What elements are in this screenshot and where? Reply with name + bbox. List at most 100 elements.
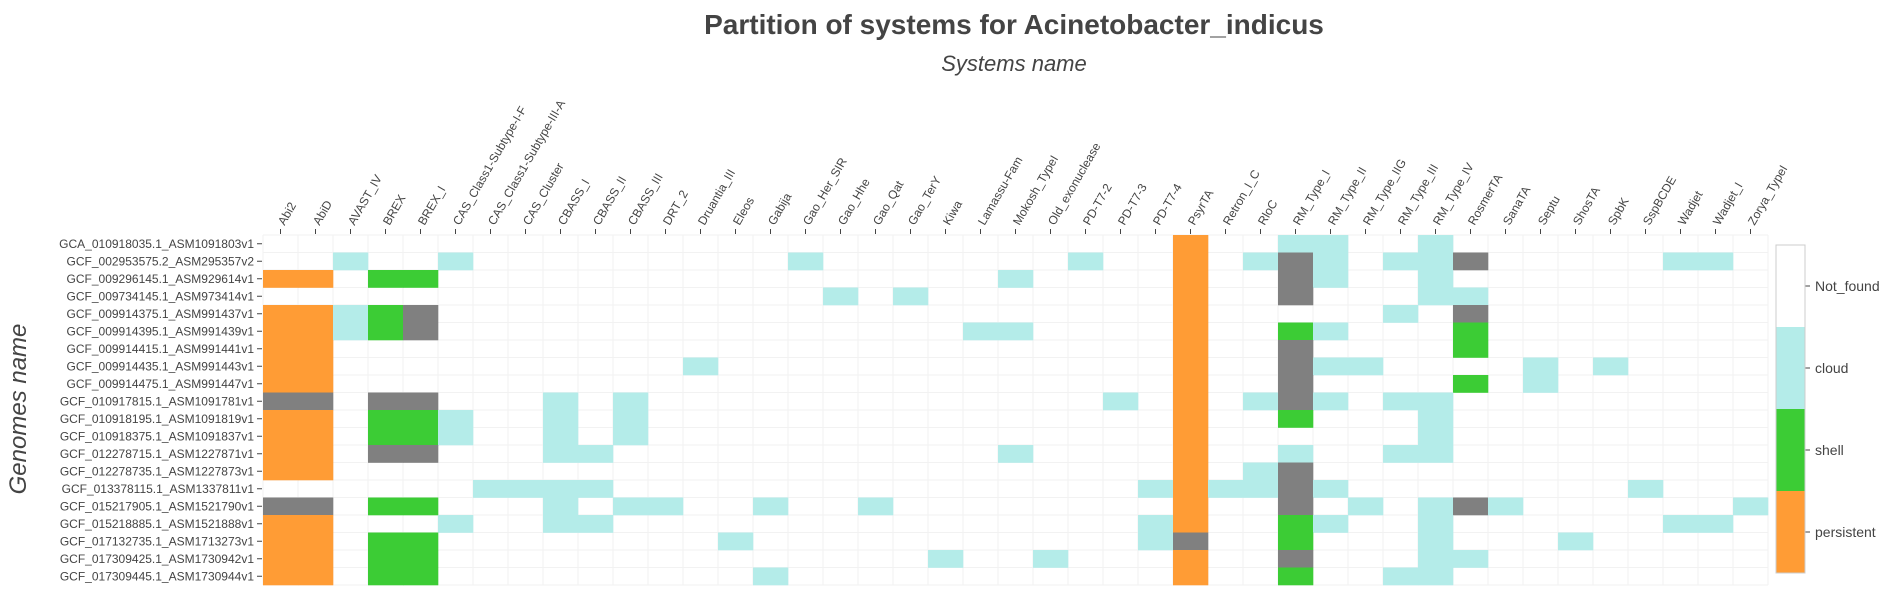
heatmap-cell <box>1173 532 1209 551</box>
heatmap-cell <box>1558 532 1594 551</box>
heatmap-cell <box>1418 287 1454 306</box>
heatmap-cell <box>1173 305 1209 323</box>
x-tick-label: AVAST_IV <box>345 172 385 227</box>
x-tick-label: AbiD <box>310 198 335 228</box>
y-tick-label: GCF_013378115.1_ASM1337811v1 <box>62 482 255 496</box>
heatmap-cell <box>543 515 579 533</box>
heatmap-cell <box>403 550 439 568</box>
heatmap-cell <box>1243 392 1279 411</box>
heatmap-cell <box>1173 287 1209 306</box>
heatmap-cell <box>858 497 894 516</box>
heatmap-cell <box>1278 322 1314 341</box>
x-tick-label: Gao_TerY <box>905 174 944 228</box>
heatmap-cell <box>263 515 299 533</box>
heatmap-cell <box>403 305 439 323</box>
heatmap-cell <box>368 270 404 288</box>
y-tick-label: GCF_009914475.1_ASM991447v1 <box>67 377 255 391</box>
heatmap-cell <box>1313 252 1349 271</box>
heatmap-cell <box>263 357 299 376</box>
heatmap-cell <box>298 357 334 376</box>
heatmap-cell <box>1453 497 1489 516</box>
heatmap-cell <box>1173 357 1209 376</box>
legend-label: shell <box>1815 442 1844 458</box>
y-tick-label: GCF_009914375.1_ASM991437v1 <box>67 307 255 321</box>
heatmap-cell <box>753 567 789 586</box>
heatmap-cell <box>1173 427 1209 446</box>
heatmap-cell <box>1278 445 1314 463</box>
legend-swatch <box>1776 491 1805 573</box>
heatmap-cell <box>1418 550 1454 568</box>
heatmap-cell <box>1138 480 1174 498</box>
heatmap-cell <box>1418 445 1454 463</box>
y-tick-label: GCF_012278715.1_ASM1227871v1 <box>60 447 254 461</box>
x-tick-label: PsyrTA <box>1185 187 1216 227</box>
x-tick-label: CBASS_II <box>590 174 629 228</box>
heatmap-cell <box>1418 567 1454 586</box>
chart-subtitle: Systems name <box>941 51 1087 76</box>
heatmap-cell <box>368 497 404 516</box>
heatmap-cell <box>403 427 439 446</box>
heatmap-cell <box>1208 480 1244 498</box>
y-tick-label: GCA_010918035.1_ASM1091803v1 <box>59 237 254 251</box>
heatmap-cell <box>403 532 439 551</box>
heatmap-cell <box>1418 270 1454 288</box>
heatmap-cell <box>1278 462 1314 481</box>
heatmap-cell <box>1138 532 1174 551</box>
heatmap-cell <box>1278 375 1314 393</box>
heatmap-cell <box>1278 515 1314 533</box>
heatmap-cell <box>333 305 369 323</box>
heatmap-cell <box>1278 340 1314 358</box>
heatmap-cell <box>263 497 299 516</box>
legend-swatch <box>1776 327 1805 409</box>
heatmap-cell <box>1173 375 1209 393</box>
heatmap-cell <box>1173 497 1209 516</box>
y-tick-labels: GCA_010918035.1_ASM1091803v1 GCF_00295357… <box>59 237 262 583</box>
heatmap-cell <box>1418 252 1454 271</box>
heatmap-cell <box>1173 462 1209 481</box>
x-tick-label: Kiwa <box>940 198 965 228</box>
heatmap-cell <box>1173 252 1209 271</box>
y-tick-label: GCF_012278735.1_ASM1227873v1 <box>60 464 254 478</box>
x-tick-label: RloC <box>1255 197 1281 227</box>
heatmap-cell <box>263 340 299 358</box>
heatmap-cell <box>1348 497 1384 516</box>
heatmap-cell <box>893 287 929 306</box>
x-tick-label: CBASS_III <box>625 171 666 228</box>
x-tick-label: Gao_Qat <box>870 178 907 228</box>
y-tick-label: GCF_009914395.1_ASM991439v1 <box>67 324 255 338</box>
heatmap-cell <box>543 410 579 428</box>
heatmap-cell <box>263 410 299 428</box>
y-tick-label: GCF_010918195.1_ASM1091819v1 <box>60 412 254 426</box>
heatmap-cell <box>1173 550 1209 568</box>
heatmap-cell <box>1593 357 1629 376</box>
heatmap-cell <box>263 532 299 551</box>
heatmap-cell <box>298 427 334 446</box>
heatmap-cell <box>263 270 299 288</box>
heatmap-cell <box>263 322 299 341</box>
heatmap-cell <box>298 270 334 288</box>
legend-border <box>1775 244 1806 574</box>
heatmap-cell <box>1138 515 1174 533</box>
y-tick-label: GCF_017309425.1_ASM1730942v1 <box>60 552 254 566</box>
heatmap-cell <box>263 375 299 393</box>
x-tick-label: Wadjet_I <box>1710 180 1746 228</box>
x-tick-label: BREX <box>380 192 408 227</box>
heatmap-cell <box>298 550 334 568</box>
heatmap-cell <box>438 410 474 428</box>
heatmap-cell <box>1453 287 1489 306</box>
heatmap-cell <box>1173 480 1209 498</box>
heatmap-cell <box>1173 270 1209 288</box>
x-tick-label: Gabija <box>765 190 795 227</box>
heatmap-cell <box>1383 567 1419 586</box>
x-tick-label: DRT_2 <box>660 187 691 227</box>
heatmap-cell <box>368 322 404 341</box>
heatmap-cell <box>368 305 404 323</box>
x-tick-label: PD-T7-4 <box>1150 181 1185 228</box>
heatmap-cell <box>1418 410 1454 428</box>
heatmap-cell <box>1418 532 1454 551</box>
heatmap-cell <box>263 462 299 481</box>
heatmap-cell <box>1173 515 1209 533</box>
heatmap-cell <box>403 322 439 341</box>
heatmap-cell <box>1313 357 1349 376</box>
